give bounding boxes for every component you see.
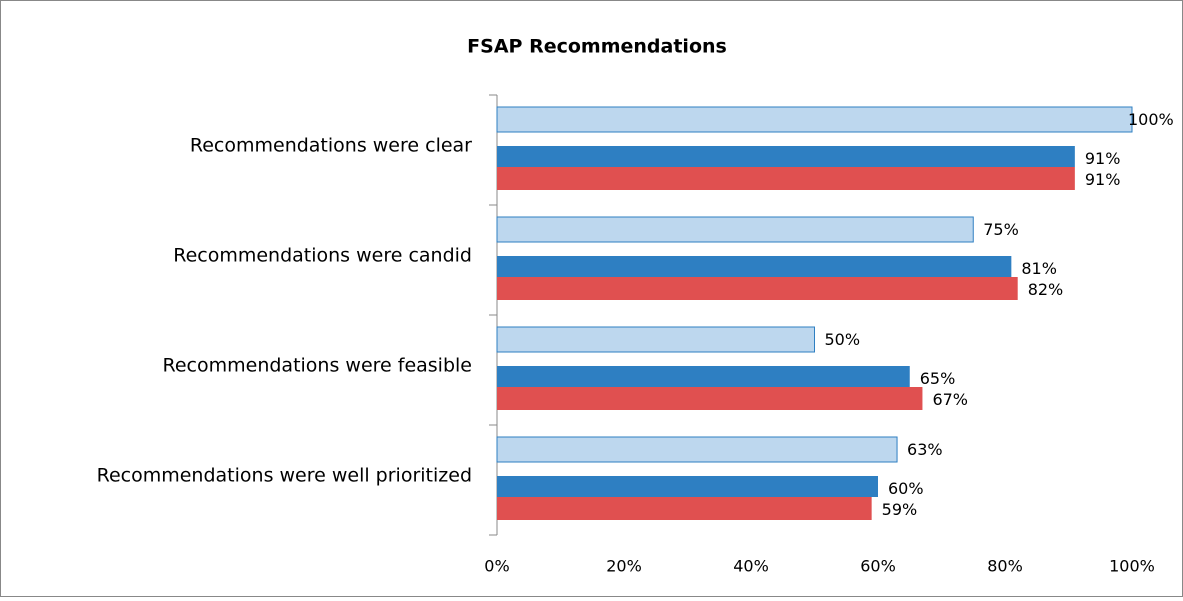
category-label: Recommendations were well prioritized [97, 465, 472, 487]
bar [496, 326, 815, 353]
chart-title: FSAP Recommendations [467, 36, 727, 58]
value-label: 91% [1085, 149, 1121, 168]
x-tick-label: 80% [987, 557, 1023, 576]
bar [497, 366, 910, 387]
x-tick-label: 60% [860, 557, 896, 576]
bar [496, 216, 974, 243]
value-label: 100% [1128, 110, 1174, 129]
x-tick-label: 20% [606, 557, 642, 576]
value-label: 81% [1021, 259, 1057, 278]
value-label: 75% [983, 220, 1019, 239]
value-label: 50% [825, 330, 861, 349]
category-label: Recommendations were clear [190, 135, 472, 157]
category-label: Recommendations were candid [173, 245, 472, 267]
bar [496, 106, 1133, 133]
value-label: 63% [907, 440, 943, 459]
bar [497, 277, 1018, 300]
value-label: 60% [888, 479, 924, 498]
bar [497, 476, 878, 497]
value-label: 65% [920, 369, 956, 388]
bar [497, 167, 1075, 190]
x-tick-label: 0% [484, 557, 509, 576]
bar [497, 497, 872, 520]
x-tick-label: 100% [1109, 557, 1155, 576]
value-label: 91% [1085, 170, 1121, 189]
value-label: 59% [882, 500, 918, 519]
bar [497, 146, 1075, 167]
bar [497, 387, 923, 410]
bar [497, 256, 1012, 277]
value-label: 67% [932, 390, 968, 409]
bar [496, 436, 898, 463]
value-label: 82% [1028, 280, 1064, 299]
x-tick-label: 40% [733, 557, 769, 576]
category-label: Recommendations were feasible [163, 355, 472, 377]
